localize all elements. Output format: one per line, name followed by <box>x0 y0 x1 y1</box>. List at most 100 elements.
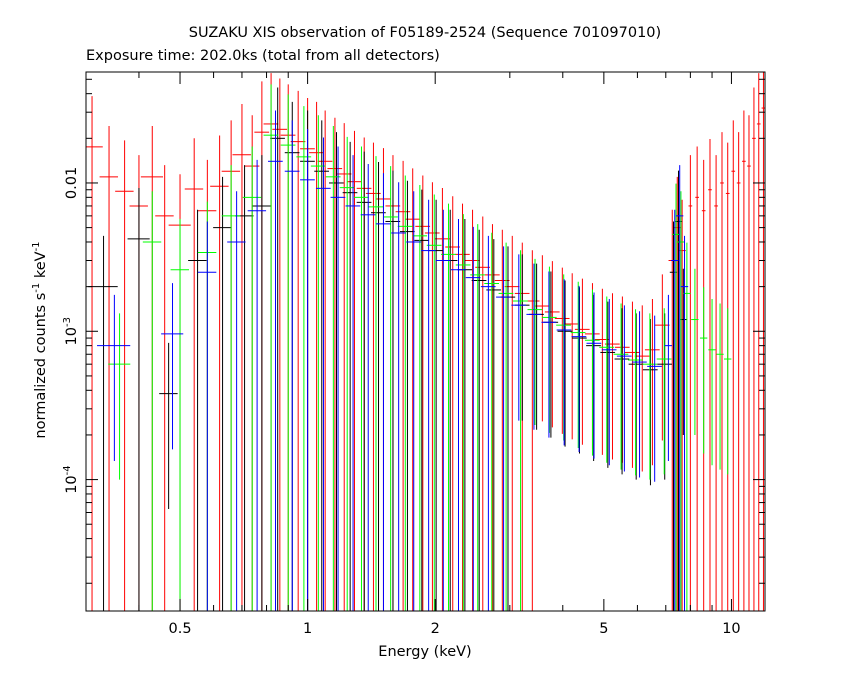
data-point <box>571 285 587 453</box>
data-point <box>161 283 184 450</box>
data-point <box>327 117 343 611</box>
y-tick-label: 10-3 <box>62 317 80 345</box>
data-point <box>235 165 254 611</box>
data-point <box>414 189 430 611</box>
data-point <box>647 315 662 482</box>
data-point <box>632 311 647 478</box>
y-axis-label-sup2: -1 <box>31 241 42 251</box>
data-point <box>747 115 751 611</box>
data-point <box>353 146 369 611</box>
data-point <box>290 90 306 611</box>
series-2 <box>108 84 732 611</box>
axes-frame <box>85 71 766 612</box>
data-point <box>556 279 572 446</box>
data-point <box>435 209 451 611</box>
data-point <box>480 235 496 611</box>
data-point <box>574 278 590 445</box>
y-tick-exponent: -3 <box>62 317 73 327</box>
data-point <box>616 305 632 472</box>
data-point <box>465 226 481 611</box>
y-tick-mantissa: 10 <box>64 327 80 345</box>
data-point <box>527 258 543 426</box>
data-point <box>644 299 660 466</box>
data-point <box>724 308 732 475</box>
data-point <box>170 218 190 611</box>
data-point <box>99 126 119 611</box>
data-point <box>108 313 131 480</box>
data-point <box>534 255 550 422</box>
data-point <box>284 120 300 611</box>
data-point <box>391 182 406 611</box>
data-point <box>159 342 178 510</box>
x-tick-label: 10 <box>722 621 740 637</box>
data-point <box>450 218 466 611</box>
data-point <box>424 182 440 611</box>
data-point <box>691 268 699 435</box>
data-point <box>445 196 460 611</box>
data-point <box>511 254 527 421</box>
data-point <box>731 120 736 611</box>
data-point <box>624 301 640 468</box>
data-point <box>330 146 346 611</box>
data-point <box>406 191 421 611</box>
data-point <box>115 140 134 611</box>
y-tick-mantissa: 10 <box>64 475 80 493</box>
data-point <box>680 235 689 611</box>
data-point <box>242 146 262 611</box>
data-point <box>513 250 528 611</box>
data-point <box>716 303 724 470</box>
data-point <box>315 137 331 611</box>
y-axis-label-sup1: -1 <box>31 283 42 293</box>
data-point <box>270 87 285 611</box>
data-point <box>688 155 693 611</box>
series-0 <box>86 72 765 611</box>
data-point <box>345 155 361 611</box>
data-point <box>221 165 241 611</box>
data-point <box>232 103 251 611</box>
data-point <box>339 136 355 611</box>
data-point <box>360 164 376 611</box>
data-point <box>375 173 391 611</box>
data-point <box>428 199 444 611</box>
data-point <box>675 165 684 611</box>
data-point <box>736 132 741 611</box>
data-point <box>247 159 267 611</box>
y-tick-label: 10-4 <box>62 465 80 493</box>
data-point <box>88 235 118 611</box>
data-point <box>263 84 279 611</box>
y-axis-label-main: normalized counts s <box>33 293 49 439</box>
plot-area <box>86 72 765 611</box>
data-point <box>484 232 500 611</box>
data-point <box>752 87 756 611</box>
data-point <box>471 229 487 611</box>
data-point <box>188 209 207 611</box>
data-point <box>634 305 650 472</box>
data-point <box>496 246 511 611</box>
data-point <box>742 110 746 611</box>
data-point <box>654 274 670 441</box>
series-1 <box>88 87 687 611</box>
x-tick-label: 2 <box>431 621 440 637</box>
series-3 <box>97 110 689 611</box>
data-point <box>708 138 712 611</box>
chart-title: SUZAKU XIS observation of F05189-2524 (S… <box>189 25 661 41</box>
data-point <box>300 129 315 611</box>
data-point <box>695 146 699 611</box>
data-point <box>664 294 673 462</box>
data-point <box>97 294 131 462</box>
data-point <box>368 156 384 611</box>
data-point <box>314 120 329 611</box>
data-point <box>554 267 570 434</box>
x-axis-label: Energy (keV) <box>378 644 471 660</box>
data-point <box>346 130 362 611</box>
data-point <box>268 110 283 611</box>
data-point <box>672 183 680 611</box>
data-point <box>328 132 344 611</box>
data-point <box>614 308 630 475</box>
data-point <box>613 303 629 470</box>
data-point <box>317 110 333 611</box>
y-tick-exponent: -4 <box>62 465 73 475</box>
y-tick-mantissa: 0.01 <box>64 167 80 199</box>
data-point <box>356 151 372 611</box>
